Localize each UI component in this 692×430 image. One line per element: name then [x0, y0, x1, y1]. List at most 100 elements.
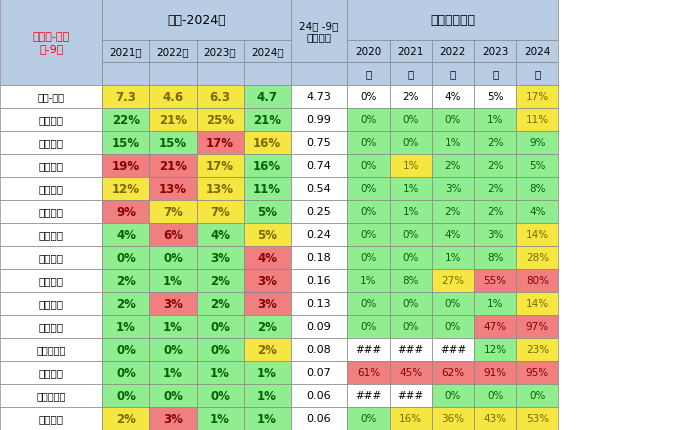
Bar: [390, 223, 432, 246]
Text: 0%: 0%: [403, 138, 419, 148]
Bar: [347, 178, 390, 200]
Bar: [390, 292, 432, 315]
Bar: [0, 86, 102, 108]
Text: 4%: 4%: [445, 92, 461, 102]
Bar: [432, 41, 474, 63]
Bar: [102, 315, 149, 338]
Bar: [474, 154, 516, 178]
Bar: [244, 200, 291, 223]
Text: 东风商用车: 东风商用车: [37, 344, 66, 355]
Bar: [197, 132, 244, 154]
Text: 2024年: 2024年: [251, 47, 284, 57]
Text: 2%: 2%: [257, 320, 277, 333]
Text: 2%: 2%: [116, 274, 136, 287]
Text: 3%: 3%: [163, 412, 183, 425]
Text: 0%: 0%: [361, 184, 376, 194]
Text: 14%: 14%: [526, 230, 549, 240]
Text: 0%: 0%: [361, 138, 376, 148]
Bar: [102, 41, 149, 63]
Text: 1%: 1%: [210, 412, 230, 425]
Text: 4%: 4%: [210, 228, 230, 241]
Text: 43%: 43%: [484, 414, 507, 424]
Bar: [347, 132, 390, 154]
Bar: [291, 292, 347, 315]
Text: 7.3: 7.3: [116, 91, 136, 104]
Text: 45%: 45%: [399, 368, 422, 378]
Text: 0.06: 0.06: [307, 390, 331, 401]
Text: 9%: 9%: [116, 206, 136, 218]
Bar: [102, 63, 149, 86]
Bar: [474, 41, 516, 63]
Text: 1%: 1%: [257, 412, 277, 425]
Bar: [432, 361, 474, 384]
Bar: [149, 292, 197, 315]
Bar: [197, 315, 244, 338]
Bar: [516, 200, 558, 223]
Bar: [474, 200, 516, 223]
Text: ###: ###: [398, 344, 424, 355]
Text: 2021: 2021: [397, 47, 424, 57]
Text: 1%: 1%: [257, 389, 277, 402]
Text: 8%: 8%: [487, 253, 503, 263]
Bar: [347, 315, 390, 338]
Text: 0%: 0%: [163, 343, 183, 356]
Bar: [390, 108, 432, 132]
Bar: [347, 86, 390, 108]
Text: 0.16: 0.16: [307, 276, 331, 286]
Bar: [291, 86, 347, 108]
Bar: [432, 200, 474, 223]
Bar: [197, 200, 244, 223]
Text: 3%: 3%: [257, 274, 277, 287]
Text: 1%: 1%: [210, 366, 230, 379]
Text: 21%: 21%: [253, 114, 281, 126]
Text: 年: 年: [534, 69, 540, 80]
Bar: [197, 269, 244, 292]
Bar: [291, 108, 347, 132]
Bar: [347, 384, 390, 407]
Text: 80%: 80%: [526, 276, 549, 286]
Text: 一汽解放: 一汽解放: [39, 115, 64, 125]
Text: 0.09: 0.09: [307, 322, 331, 332]
Bar: [390, 178, 432, 200]
Bar: [102, 407, 149, 430]
Text: 江淮汽车: 江淮汽车: [39, 299, 64, 309]
Text: 13%: 13%: [159, 182, 187, 195]
Bar: [102, 361, 149, 384]
Text: 91%: 91%: [484, 368, 507, 378]
Text: 0%: 0%: [361, 92, 376, 102]
Bar: [516, 361, 558, 384]
Text: 4.7: 4.7: [257, 91, 277, 104]
Bar: [244, 384, 291, 407]
Text: 1%: 1%: [163, 366, 183, 379]
Bar: [0, 384, 102, 407]
Bar: [390, 338, 432, 361]
Bar: [244, 269, 291, 292]
Bar: [0, 154, 102, 178]
Bar: [432, 154, 474, 178]
Bar: [149, 41, 197, 63]
Text: 17%: 17%: [206, 136, 234, 150]
Bar: [390, 315, 432, 338]
Text: 2%: 2%: [487, 184, 503, 194]
Text: 7%: 7%: [210, 206, 230, 218]
Text: 0.06: 0.06: [307, 414, 331, 424]
Text: 4.6: 4.6: [163, 91, 183, 104]
Bar: [0, 269, 102, 292]
Text: ###: ###: [440, 344, 466, 355]
Bar: [390, 132, 432, 154]
Text: 3%: 3%: [210, 251, 230, 264]
Bar: [390, 200, 432, 223]
Text: 0.18: 0.18: [307, 253, 331, 263]
Text: 年: 年: [492, 69, 498, 80]
Bar: [102, 223, 149, 246]
Bar: [474, 246, 516, 269]
Text: 2%: 2%: [487, 161, 503, 171]
Bar: [516, 41, 558, 63]
Bar: [390, 269, 432, 292]
Bar: [244, 86, 291, 108]
Text: 0%: 0%: [361, 299, 376, 309]
Text: 9%: 9%: [529, 138, 545, 148]
Text: 21%: 21%: [159, 160, 187, 172]
Text: 新能源渗透率: 新能源渗透率: [430, 14, 475, 27]
Bar: [0, 338, 102, 361]
